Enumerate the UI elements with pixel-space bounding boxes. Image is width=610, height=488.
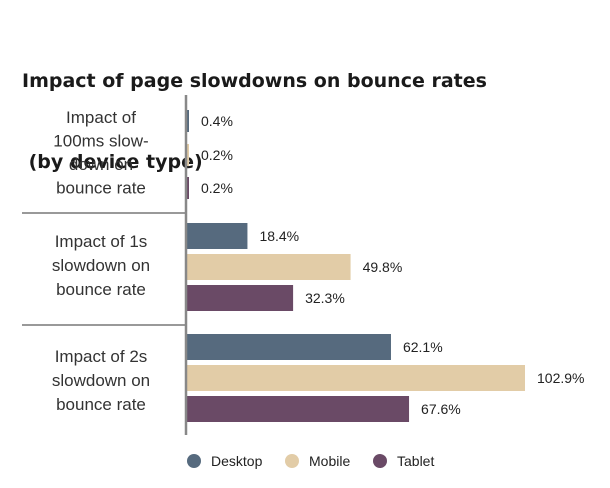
bar-desktop-2 bbox=[187, 223, 248, 249]
data-label-desktop-1: 0.4% bbox=[201, 113, 233, 129]
data-label-tablet-3: 67.6% bbox=[421, 401, 461, 417]
legend-marker-tablet bbox=[373, 454, 387, 468]
data-label-desktop-3: 62.1% bbox=[403, 339, 443, 355]
bar-mobile-3 bbox=[187, 365, 525, 391]
legend-label-tablet: Tablet bbox=[397, 453, 434, 469]
data-label-mobile-1: 0.2% bbox=[201, 147, 233, 163]
bar-tablet-1 bbox=[187, 177, 189, 199]
data-label-tablet-2: 32.3% bbox=[305, 290, 345, 306]
chart-title-line-2: (by device type) bbox=[22, 151, 203, 173]
chart-title: Impact of page slowdowns on bounce rates… bbox=[22, 14, 487, 203]
legend-label-mobile: Mobile bbox=[309, 453, 350, 469]
category-label-3-line-3: bounce rate bbox=[56, 395, 146, 414]
category-label-1-line-3: down on bbox=[69, 155, 133, 174]
category-label-3-line-2: slowdown on bbox=[52, 371, 150, 390]
bar-mobile-1 bbox=[187, 144, 189, 166]
category-label-3-line-1: Impact of 2s bbox=[55, 347, 148, 366]
category-label-1-line-2: 100ms slow- bbox=[53, 131, 148, 150]
data-label-tablet-1: 0.2% bbox=[201, 180, 233, 196]
bar-desktop-3 bbox=[187, 334, 391, 360]
legend-marker-mobile bbox=[285, 454, 299, 468]
bar-mobile-2 bbox=[187, 254, 351, 280]
category-label-2-line-3: bounce rate bbox=[56, 280, 146, 299]
chart-title-line-1: Impact of page slowdowns on bounce rates bbox=[22, 70, 487, 92]
data-label-mobile-3: 102.9% bbox=[537, 370, 584, 386]
category-label-1-line-4: bounce rate bbox=[56, 178, 146, 197]
category-label-2-line-2: slowdown on bbox=[52, 256, 150, 275]
legend-marker-desktop bbox=[187, 454, 201, 468]
legend-label-desktop: Desktop bbox=[211, 453, 263, 469]
bar-tablet-2 bbox=[187, 285, 294, 311]
data-label-desktop-2: 18.4% bbox=[259, 228, 299, 244]
category-label-2-line-1: Impact of 1s bbox=[55, 232, 148, 251]
category-label-1-line-1: Impact of bbox=[66, 108, 136, 127]
bar-desktop-1 bbox=[187, 110, 189, 132]
bar-tablet-3 bbox=[187, 396, 410, 422]
data-label-mobile-2: 49.8% bbox=[363, 259, 403, 275]
